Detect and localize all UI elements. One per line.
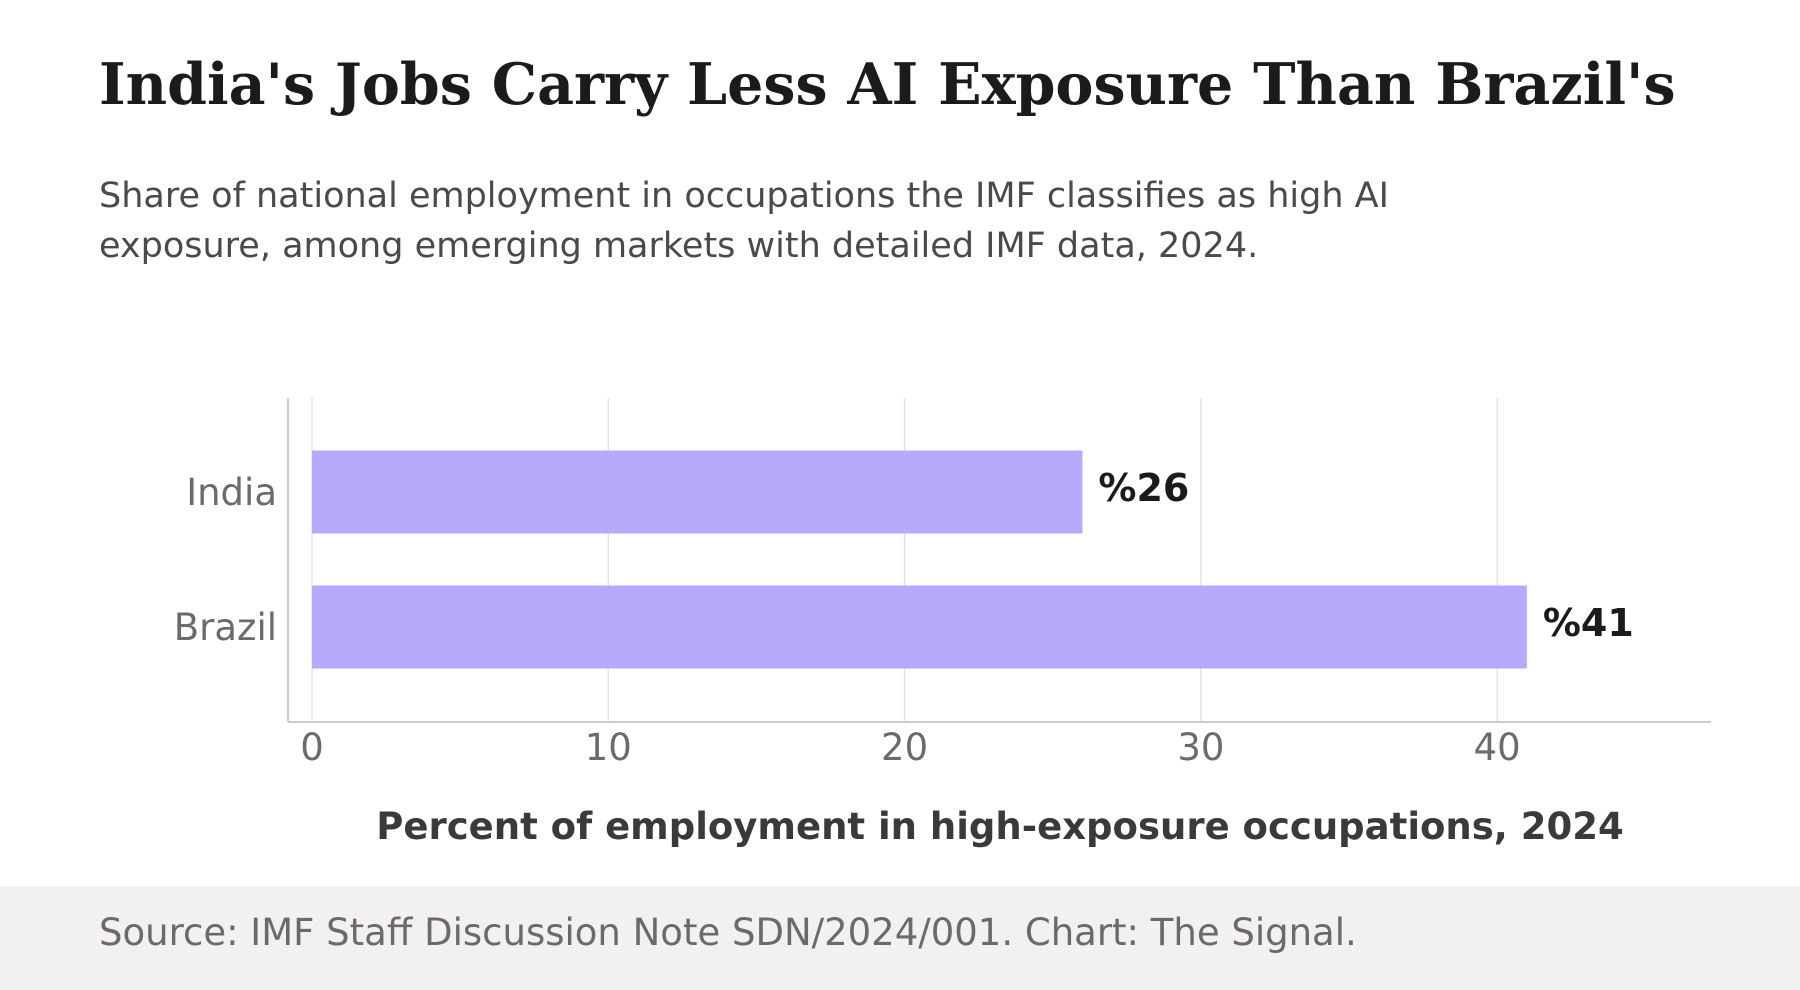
source-note: Source: IMF Staff Discussion Note SDN/20… [99,911,1357,954]
x-axis-title: Percent of employment in high-exposure o… [376,805,1623,848]
axes [287,398,1711,723]
labels: %26 India %41 Brazil 0 10 20 30 40 [174,466,1634,769]
bar-chart: %26 India %41 Brazil 0 10 20 30 40 Percent of em… [174,398,1711,848]
bars [312,450,1527,669]
x-tick-label-20: 20 [881,726,928,769]
x-tick-label-40: 40 [1474,726,1521,769]
x-tick-label-30: 30 [1177,726,1224,769]
value-label-india: %26 [1098,466,1189,510]
x-tick-label-10: 10 [585,726,632,769]
chart-title: India's Jobs Carry Less AI Exposure Than… [99,51,1676,118]
category-label-brazil: Brazil [174,606,277,649]
x-tick-label-0: 0 [300,726,324,769]
footer-band [0,886,1800,990]
chart-subtitle: Share of national employment in occupati… [99,176,1389,266]
value-label-brazil: %41 [1543,601,1634,645]
gridlines [311,398,1498,722]
category-label-india: India [186,471,277,514]
bar-brazil [312,585,1527,669]
bar-india [312,450,1083,534]
